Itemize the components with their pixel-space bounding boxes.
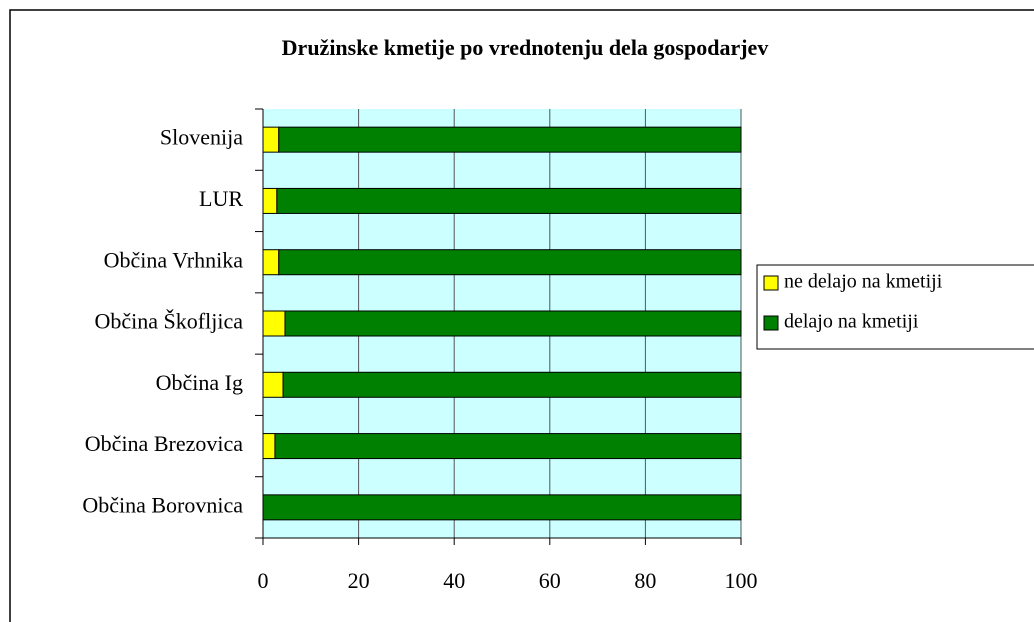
x-tick-label: 40 bbox=[443, 568, 465, 593]
y-tick-label: LUR bbox=[199, 186, 243, 211]
x-tick-label: 0 bbox=[258, 568, 269, 593]
x-tick-label: 20 bbox=[348, 568, 370, 593]
legend-label: ne delajo na kmetiji bbox=[784, 271, 943, 293]
bar-segment bbox=[278, 126, 742, 153]
bar-segment bbox=[274, 433, 742, 460]
x-tick-label: 60 bbox=[539, 568, 561, 593]
bar-segment bbox=[262, 433, 276, 460]
bar-segment bbox=[284, 310, 742, 337]
y-tick-label: Občina Škofljica bbox=[95, 309, 244, 334]
bar-segment bbox=[282, 371, 742, 398]
bar-segment bbox=[278, 249, 742, 276]
y-tick-label: Občina Vrhnika bbox=[104, 247, 244, 272]
x-tick-label: 80 bbox=[634, 568, 656, 593]
legend-box bbox=[756, 264, 1034, 350]
y-tick-label: Slovenija bbox=[160, 125, 243, 150]
legend-swatch bbox=[763, 275, 779, 291]
y-tick-label: Občina Brezovica bbox=[85, 431, 243, 456]
bar-segment bbox=[262, 249, 280, 276]
bar-segment bbox=[262, 126, 280, 153]
legend-swatch bbox=[763, 315, 779, 331]
chart-title: Družinske kmetije po vrednotenju dela go… bbox=[282, 35, 769, 60]
legend-label: delajo na kmetiji bbox=[784, 311, 919, 333]
x-tick-label: 100 bbox=[725, 568, 758, 593]
bar-segment bbox=[262, 187, 278, 214]
y-tick-label: Občina Borovnica bbox=[82, 492, 243, 517]
bar-segment bbox=[262, 494, 742, 521]
bar-segment bbox=[276, 187, 742, 214]
y-tick-label: Občina Ig bbox=[156, 370, 243, 395]
bar-segment bbox=[262, 310, 286, 337]
bar-segment bbox=[262, 371, 284, 398]
